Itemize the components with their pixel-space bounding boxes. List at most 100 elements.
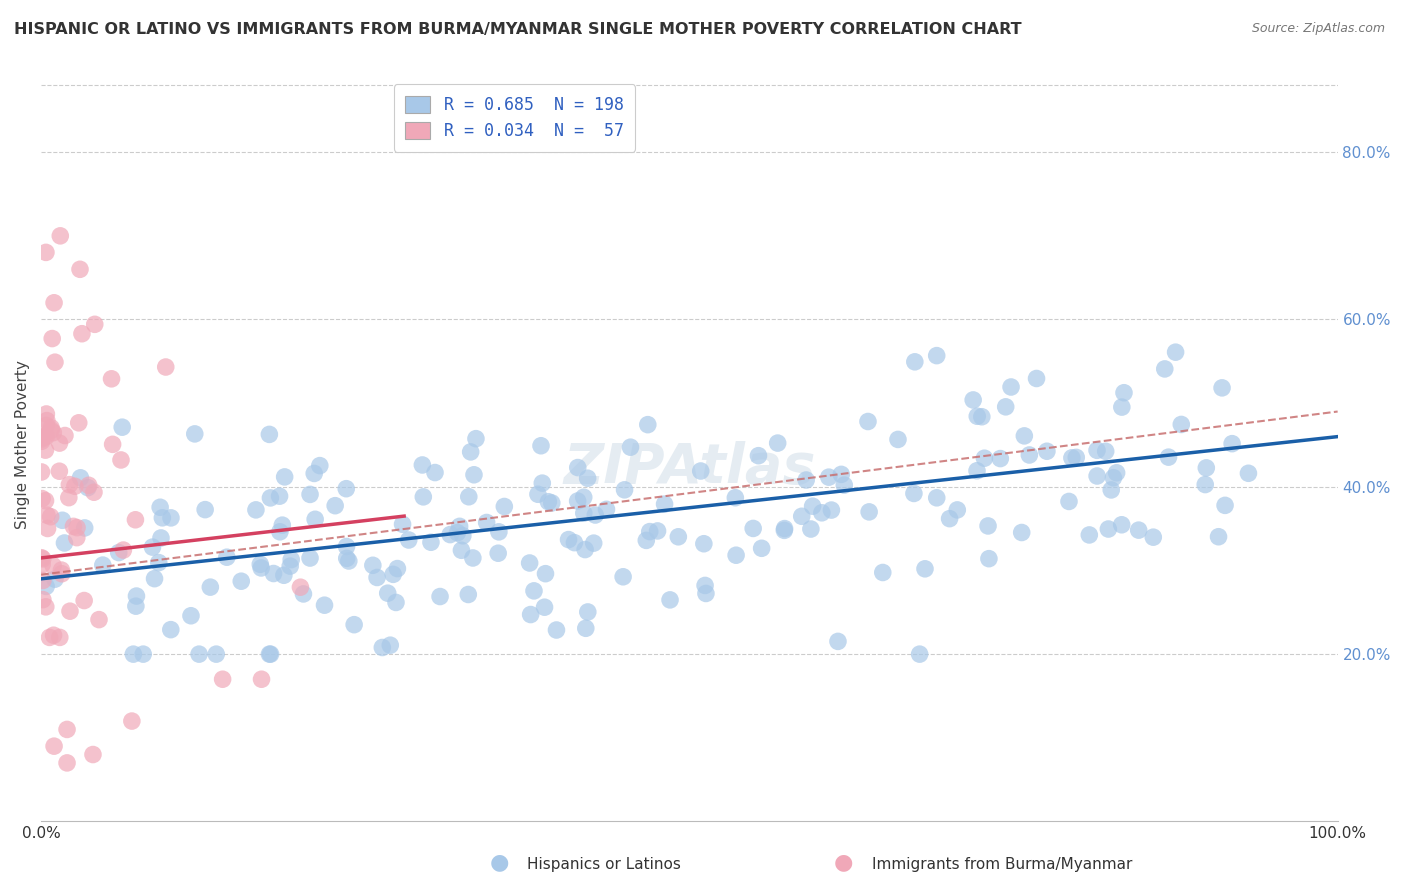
Point <box>966 409 988 424</box>
Point <box>314 598 336 612</box>
Point <box>612 570 634 584</box>
Point <box>486 546 509 560</box>
Point <box>124 513 146 527</box>
Point <box>302 467 325 481</box>
Point <box>832 478 855 492</box>
Point <box>1014 429 1036 443</box>
Point <box>519 607 541 622</box>
Point <box>149 500 172 515</box>
Point <box>269 489 291 503</box>
Point <box>689 464 711 478</box>
Point <box>53 428 76 442</box>
Point <box>35 599 58 614</box>
Point <box>583 508 606 522</box>
Point <box>1060 450 1083 465</box>
Point <box>69 471 91 485</box>
Point <box>34 429 56 443</box>
Point <box>271 518 294 533</box>
Point <box>962 392 984 407</box>
Point <box>724 491 747 505</box>
Point <box>335 482 357 496</box>
Point <box>460 445 482 459</box>
Point <box>67 416 90 430</box>
Point <box>800 522 823 536</box>
Text: Hispanics or Latinos: Hispanics or Latinos <box>527 857 681 872</box>
Point <box>273 568 295 582</box>
Point <box>429 590 451 604</box>
Point <box>666 530 689 544</box>
Point <box>66 521 89 535</box>
Point <box>259 647 281 661</box>
Point <box>546 623 568 637</box>
Point <box>575 621 598 635</box>
Point <box>994 400 1017 414</box>
Point <box>1170 417 1192 432</box>
Point <box>494 500 516 514</box>
Point <box>73 593 96 607</box>
Point <box>159 623 181 637</box>
Point <box>263 566 285 581</box>
Point <box>613 483 636 497</box>
Point <box>747 449 769 463</box>
Point <box>371 640 394 655</box>
Point <box>858 505 880 519</box>
Point <box>903 486 925 500</box>
Point <box>51 563 73 577</box>
Point <box>938 511 960 525</box>
Point <box>250 561 273 575</box>
Point <box>1194 477 1216 491</box>
Point <box>450 543 472 558</box>
Point <box>48 464 70 478</box>
Point <box>39 423 62 437</box>
Point <box>925 491 948 505</box>
Point <box>619 440 641 454</box>
Point <box>53 536 76 550</box>
Point <box>323 499 346 513</box>
Point <box>475 516 498 530</box>
Point <box>125 589 148 603</box>
Point <box>1111 400 1133 414</box>
Point <box>34 443 56 458</box>
Point <box>576 471 599 485</box>
Point <box>519 556 541 570</box>
Point <box>245 503 267 517</box>
Point <box>132 647 155 661</box>
Point <box>977 519 1000 533</box>
Point <box>148 556 170 570</box>
Point <box>42 628 65 642</box>
Point <box>449 519 471 533</box>
Point <box>30 550 52 565</box>
Point <box>1094 444 1116 458</box>
Point <box>44 572 66 586</box>
Point <box>259 491 281 505</box>
Text: Source: ZipAtlas.com: Source: ZipAtlas.com <box>1251 22 1385 36</box>
Point <box>62 519 84 533</box>
Point <box>801 499 824 513</box>
Point <box>73 521 96 535</box>
Point <box>537 494 560 508</box>
Point <box>366 570 388 584</box>
Point <box>31 558 53 572</box>
Point <box>308 458 330 473</box>
Point <box>451 529 474 543</box>
Point <box>44 355 66 369</box>
Point <box>31 552 53 566</box>
Point <box>794 473 817 487</box>
Point <box>488 524 510 539</box>
Point <box>41 332 63 346</box>
Point <box>37 521 59 535</box>
Point <box>574 542 596 557</box>
Point <box>31 491 53 506</box>
Point <box>531 476 554 491</box>
Point <box>766 436 789 450</box>
Point <box>299 551 322 566</box>
Point <box>111 420 134 434</box>
Point <box>461 551 484 566</box>
Point <box>398 533 420 547</box>
Point <box>31 465 53 479</box>
Point <box>567 494 589 508</box>
Point <box>1208 530 1230 544</box>
Point <box>121 714 143 728</box>
Point <box>439 527 461 541</box>
Point <box>231 574 253 589</box>
